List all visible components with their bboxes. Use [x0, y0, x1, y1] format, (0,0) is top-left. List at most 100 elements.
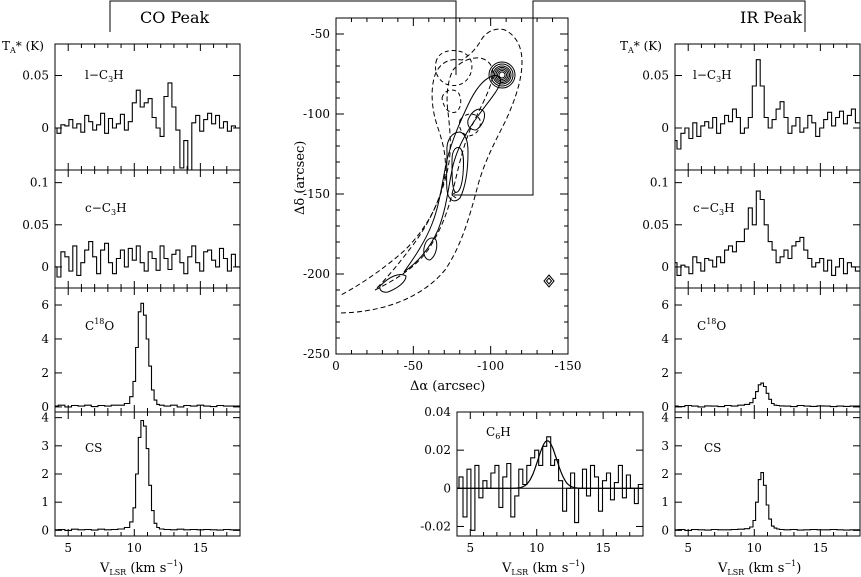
ir-cs-panel: 0 1 2 3 4 5 10 15 [661, 411, 861, 555]
solid-contour-3 [451, 147, 465, 193]
y-tick-label: 0.04 [424, 405, 451, 419]
y-tick-label: 0 [661, 523, 669, 537]
y-tick-label: 0.1 [650, 176, 669, 190]
ir-connector [460, 0, 806, 196]
co-l-c3h-panel: 00.05 [22, 43, 241, 171]
co-peak-arrow [451, 191, 460, 199]
ir-c18o-label: C18O [697, 317, 726, 333]
solid-contour-1 [403, 75, 501, 273]
ir_c_c3h-frame [674, 169, 861, 289]
co-x-axis-label: VLSR (km s−1) [99, 559, 183, 577]
c6h-frame [456, 411, 644, 537]
co-cs-label: CS [85, 441, 102, 455]
co-ta-label: TA* (K) [2, 39, 44, 55]
co-c-c3h-panel: 0 0.05 0.1 [22, 169, 241, 289]
co_cs-frame [54, 411, 241, 537]
ir-cs-label: CS [704, 441, 721, 455]
ir-peak-contours [488, 61, 516, 89]
x-tick-label: 10 [529, 541, 544, 555]
y-tick-label: 4 [661, 411, 669, 425]
y-tick-label: 6 [41, 298, 49, 312]
y-tick-label: 3 [661, 439, 669, 453]
x-tick-label: 5 [64, 541, 72, 555]
solid-contour-2 [446, 131, 469, 202]
y-tick-label: 2 [41, 366, 49, 380]
y-tick-label: 0.05 [22, 218, 49, 232]
y-tick-label: 0 [661, 260, 669, 274]
y-tick-label: 0 [41, 260, 49, 274]
ir-l-c3h-label: l−C3H [693, 68, 732, 84]
co_l_c3h-spectrum [55, 82, 240, 171]
map-y-tick-label: -50 [311, 27, 330, 41]
co-c18o-label: C18O [85, 317, 114, 333]
co-cs-panel: 0 1 2 3 4 5 10 15 [41, 411, 241, 555]
y-tick-label: 1 [661, 495, 669, 509]
y-tick-label: -0.02 [420, 519, 451, 533]
y-tick-label: 0.05 [642, 218, 669, 232]
co-c18o-panel: 0 2 4 6 [41, 287, 241, 414]
isolated-diamond-contours [543, 274, 555, 288]
map-y-tick-label: -150 [303, 187, 330, 201]
solid-contour-5 [467, 108, 485, 131]
map-y-axis-label: Δδ (arcsec) [293, 141, 308, 215]
x-tick-label: 15 [596, 541, 611, 555]
map-x-tick-label: -100 [477, 359, 504, 373]
connectors [109, 0, 806, 196]
ir-c18o-panel: 0 2 4 6 [661, 287, 861, 414]
ir_cs-spectrum [675, 472, 860, 531]
co_cs-spectrum [55, 419, 240, 531]
y-tick-label: 1 [41, 495, 49, 509]
co-c-c3h-label: c−C3H [85, 201, 127, 217]
ir-c-c3h-label: c−C3H [693, 201, 735, 217]
ir-c-c3h-panel: 0 0.05 0.1 [642, 169, 861, 289]
y-tick-label: 0 [41, 121, 49, 135]
co_c_c3h-frame [54, 169, 241, 289]
ir_l_c3h-spectrum [675, 59, 860, 150]
map-y-tick-label: -100 [303, 107, 330, 121]
co_c18o-spectrum [55, 302, 240, 408]
y-tick-label: 0.02 [424, 443, 451, 457]
y-tick-label: 0.1 [30, 176, 49, 190]
c6h-gaussian-fit [457, 440, 643, 489]
dashed-lobe-3 [459, 113, 481, 137]
second-dashed-contour [374, 57, 494, 291]
map-frame [335, 17, 569, 355]
y-tick-label: 0.05 [22, 69, 49, 83]
map-y-tick-label: -200 [303, 267, 330, 281]
x-tick-label: 5 [466, 541, 474, 555]
ir-x-axis-label: VLSR (km s−1) [717, 559, 801, 577]
y-tick-label: 3 [41, 439, 49, 453]
map-x-tick-label: 0 [332, 359, 340, 373]
outer-dashed-contour [340, 28, 523, 314]
x-tick-label: 5 [684, 541, 692, 555]
co_c18o-frame [54, 287, 241, 413]
map-y-tick-label: -250 [303, 347, 330, 361]
ir_c_c3h-spectrum [675, 190, 860, 276]
y-tick-label: 0 [41, 523, 49, 537]
solid-contour-4 [423, 237, 438, 261]
co-peak-header: CO Peak [140, 8, 210, 27]
dashed-lobe-2 [441, 89, 462, 113]
co_l_c3h-frame [54, 43, 241, 171]
map-x-tick-label: -50 [404, 359, 423, 373]
c6h-x-axis-label: VLSR (km s−1) [501, 559, 585, 577]
y-tick-label: 2 [661, 467, 669, 481]
ir-ta-label: TA* (K) [620, 39, 662, 55]
y-tick-label: 0 [661, 400, 669, 414]
y-tick-label: 2 [661, 366, 669, 380]
y-tick-label: 0 [41, 400, 49, 414]
y-tick-label: 0.05 [642, 69, 669, 83]
y-tick-label: 2 [41, 467, 49, 481]
y-tick-label: 0 [661, 121, 669, 135]
contours [340, 28, 555, 314]
c6h-spectrum [457, 436, 643, 531]
x-tick-label: 10 [127, 541, 142, 555]
ir_l_c3h-frame [674, 43, 861, 171]
co-connector [109, 0, 457, 75]
c6h-label: C6H [486, 425, 511, 441]
y-tick-label: 4 [41, 411, 49, 425]
y-tick-label: 6 [661, 298, 669, 312]
y-tick-label: 4 [661, 332, 669, 346]
x-tick-label: 10 [747, 541, 762, 555]
dashed-lobe-1 [435, 49, 473, 87]
